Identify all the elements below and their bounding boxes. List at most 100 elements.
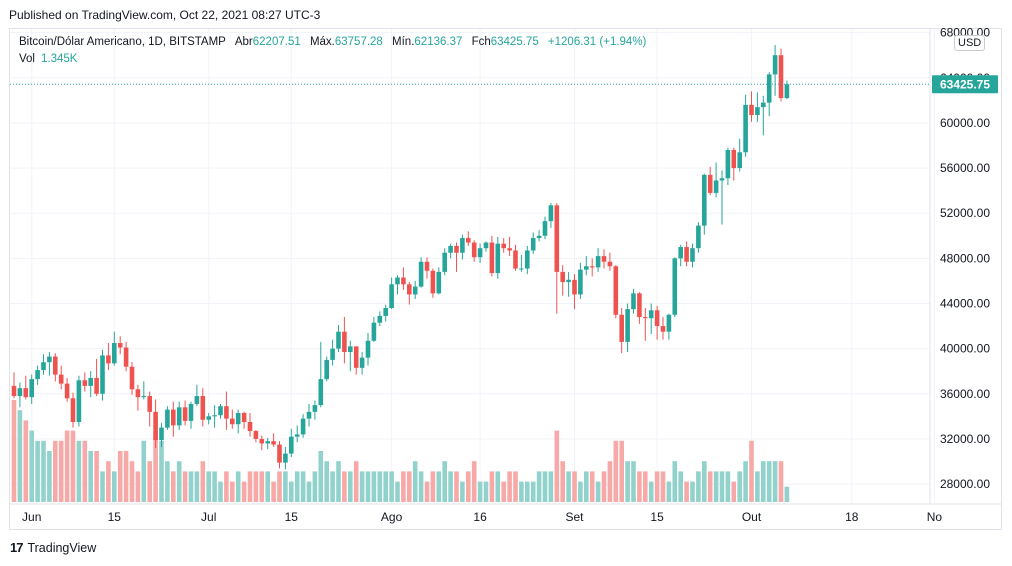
volume-bar [218,481,223,502]
volume-bar [265,471,270,502]
candle-body [513,250,518,269]
candle-body [395,277,400,285]
currency-button[interactable]: USD [954,35,986,51]
volume-bar [607,461,613,502]
volume-bar [289,481,294,502]
candle-body [666,314,672,332]
time-tick-label: 15 [650,510,664,524]
volume-bar [235,471,241,502]
candle-body [94,377,99,394]
volume-bar [678,471,683,502]
candle-body [613,266,619,315]
volume-bar [41,440,46,502]
candle-body [147,396,152,412]
volume-bar [283,471,288,502]
volume-bar [625,461,630,502]
volume-bar [731,481,737,502]
candle-body [725,150,731,179]
volume-bar [613,440,619,502]
price-tick-label: 52000.00 [940,206,990,220]
volume-bar [129,461,135,502]
candle-body [47,356,52,363]
volume-bar [672,461,678,502]
volume-bar [383,471,388,502]
volume-bar [772,461,778,502]
price-axis[interactable]: 28000.00 32000.00 36000.00 40000.00 44000.00… [929,26,990,504]
volume-bar [483,481,489,502]
candle-body [64,383,70,399]
volume-bar [17,410,23,502]
volume-bar [654,471,660,502]
candle-body [660,326,666,332]
candle-body [294,434,300,437]
candle-body [247,422,253,432]
chart-frame[interactable] [9,28,1002,530]
candle-body [707,174,713,193]
volume-bar [348,471,353,502]
candle-body [401,277,406,285]
volume-bar [377,471,383,502]
candle-body [525,250,530,269]
candle-body [106,355,111,364]
candle-body [584,266,589,270]
volume-bar [548,471,554,502]
volume-bar [477,481,483,502]
candle-body [241,412,247,422]
volume-bar [637,471,642,502]
volume-bar [389,471,394,502]
volume-bar [489,471,495,502]
candle-body [442,252,447,272]
brand-name[interactable]: TradingView [27,540,97,555]
volume-bar [271,481,276,502]
candle-body [548,205,554,222]
time-axis[interactable]: Jun 15 Jul 15 Ago 16 Set 15 Out 18 No [10,503,1001,524]
volume-bar [176,461,182,502]
candle-body [519,268,524,270]
candle-body [76,380,82,422]
volume-bar [643,471,648,502]
candle-body [306,411,312,419]
time-tick-label: Jun [22,510,41,524]
volume-bar [194,471,200,502]
candles [11,45,790,470]
candle-body [389,284,394,309]
candle-body [743,104,748,153]
volume-bar [371,471,377,502]
volume-bar [448,471,453,502]
volume-bar [153,430,158,502]
volume-bar [536,471,542,502]
volume-bar [631,461,636,502]
candle-body [23,388,29,398]
candle-body [318,379,324,406]
candle-body [129,366,135,390]
candle-body [648,310,654,319]
volume-label: Vol [19,53,35,65]
candle-body [454,245,459,253]
candle-body [643,317,648,319]
candle-body [737,152,742,169]
candle-body [731,150,737,169]
candle-body [200,396,206,420]
volume-bar [312,471,318,502]
candle-body [58,374,64,384]
candle-body [353,346,359,368]
candle-body [766,74,772,103]
candle-body [761,102,766,108]
published-note: Published on TradingView.com, Oct 22, 20… [9,8,321,22]
volume-bar [365,471,371,502]
volume-bar [88,451,93,502]
candle-body [230,418,235,425]
candle-body [277,444,282,463]
volume-bar [47,451,52,502]
volume-bar [206,471,211,502]
volume-bar [778,461,784,502]
last-price-badge: 63425.75 [932,75,998,94]
price-tick-label: 48000.00 [940,251,990,265]
candle-body [82,380,88,386]
volume-bar [53,440,58,502]
volume-bar [141,440,147,502]
candle-body [383,308,388,316]
time-tick-label: 18 [845,510,859,524]
tradingview-logo-icon[interactable]: 17 [10,540,24,555]
